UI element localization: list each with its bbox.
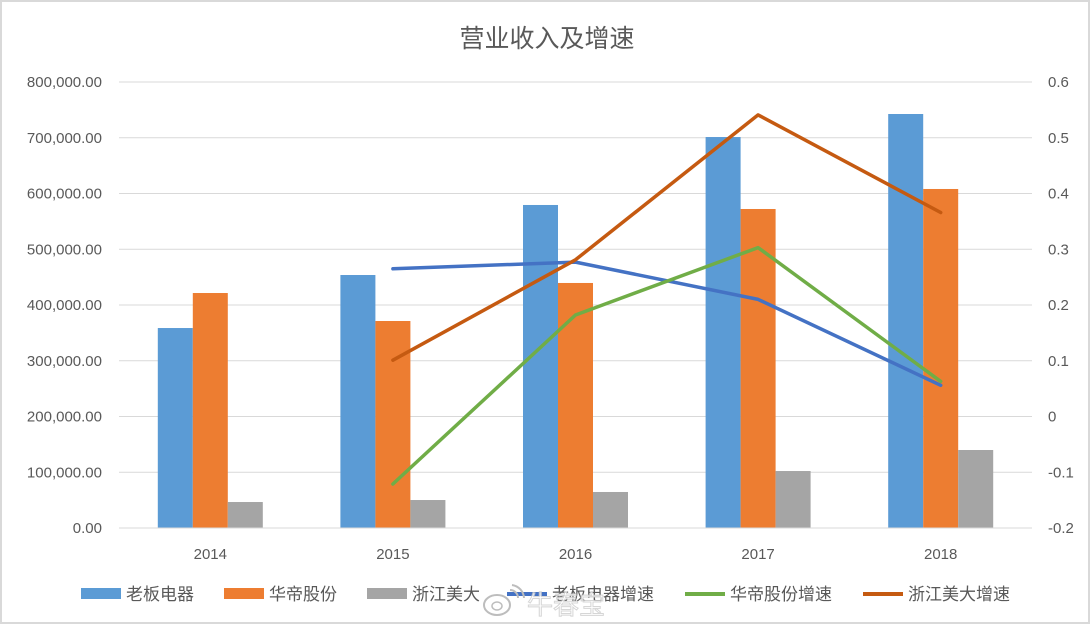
bar	[593, 491, 628, 528]
y-axis-left: 800,000.00 700,000.00 600,000.00 500,000.00…	[27, 74, 102, 537]
legend-swatch	[81, 588, 121, 599]
bar	[523, 204, 558, 528]
bar-series	[157, 114, 994, 529]
y2-tick-label: 0.3	[1048, 241, 1069, 258]
bar	[192, 293, 228, 528]
legend-label: 老板电器增速	[552, 585, 654, 605]
line-series	[391, 113, 943, 486]
legend-label: 华帝股份增速	[730, 585, 832, 605]
watermark-text: 牛春宝	[527, 591, 605, 621]
y-tick-label: 100,000.00	[27, 464, 102, 481]
x-tick-label: 2017	[741, 546, 774, 563]
bar	[923, 188, 959, 528]
bar	[705, 137, 741, 528]
y2-tick-label: -0.1	[1048, 464, 1074, 481]
line-series-path	[391, 245, 943, 486]
bar	[157, 328, 193, 528]
bar	[775, 471, 811, 528]
y-tick-label: 700,000.00	[27, 130, 102, 147]
legend-item: 浙江美大	[367, 585, 480, 605]
y2-tick-label: 0.6	[1048, 74, 1069, 91]
y2-tick-label: 0.4	[1048, 186, 1069, 203]
legend-item: 老板电器增速	[507, 585, 654, 605]
watermark: 牛春宝	[483, 584, 606, 622]
weibo-logo-icon	[483, 584, 525, 616]
legend-swatch	[224, 588, 264, 599]
y-tick-label: 300,000.00	[27, 353, 102, 370]
y-tick-label: 500,000.00	[27, 241, 102, 258]
legend-label: 华帝股份	[269, 585, 337, 605]
chart-title: 营业收入及增速	[459, 24, 634, 53]
line-series-path	[391, 113, 943, 362]
legend-label: 老板电器	[126, 585, 194, 605]
legend-item: 老板电器	[81, 585, 194, 605]
x-tick-label: 2015	[376, 546, 409, 563]
x-tick-label: 2014	[194, 546, 227, 563]
legend-swatch	[367, 588, 407, 599]
bar	[558, 282, 593, 528]
y2-tick-label: 0.2	[1048, 297, 1069, 314]
x-axis: 2014 2015 2016 2017 2018	[119, 527, 1032, 563]
y-tick-label: 400,000.00	[27, 297, 102, 314]
bar	[740, 208, 776, 528]
x-tick-label: 2018	[924, 546, 957, 563]
y2-tick-label: 0	[1048, 409, 1056, 426]
legend-label: 浙江美大	[412, 585, 480, 605]
legend-item: 华帝股份	[224, 585, 337, 605]
y2-tick-label: 0.1	[1048, 353, 1069, 370]
legend-item: 华帝股份增速	[685, 585, 832, 605]
bar	[227, 502, 263, 528]
y2-tick-label: -0.2	[1048, 520, 1074, 537]
bar	[340, 275, 376, 528]
y2-tick-label: 0.5	[1048, 130, 1069, 147]
legend: 老板电器 华帝股份 浙江美大 老板电器增速 华帝股份增速 浙江美大增速	[81, 585, 1010, 605]
bar	[958, 450, 994, 528]
legend-label: 浙江美大增速	[908, 585, 1010, 605]
y-tick-label: 0.00	[73, 520, 102, 537]
bar	[888, 114, 924, 529]
legend-item: 浙江美大增速	[863, 585, 1010, 605]
x-tick-label: 2016	[559, 546, 592, 563]
y-tick-label: 200,000.00	[27, 409, 102, 426]
y-tick-label: 600,000.00	[27, 186, 102, 203]
bar	[410, 500, 446, 528]
y-axis-right: 0.6 0.5 0.4 0.3 0.2 0.1 0 -0.1 -0.2	[1048, 74, 1074, 537]
y-tick-label: 800,000.00	[27, 74, 102, 91]
